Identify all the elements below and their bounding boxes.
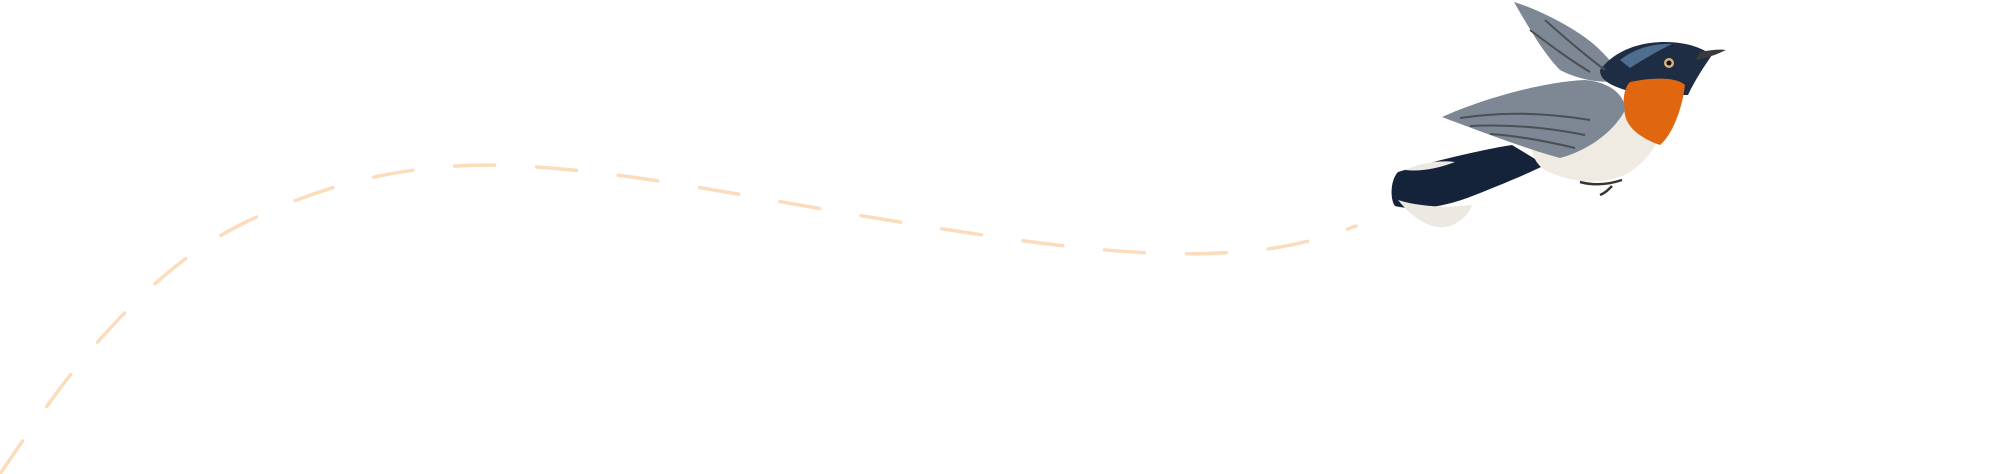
bird-feet [1579, 178, 1623, 197]
bird-head-highlight [1620, 43, 1672, 68]
bird-tail [1391, 145, 1545, 209]
bird-pupil [1666, 60, 1672, 66]
bird-tail-tip-upper [1405, 161, 1455, 171]
bird-illustration [1391, 2, 1726, 228]
dashed-flight-path [0, 163, 1358, 474]
bird-beak [1696, 49, 1726, 60]
wing-feather-lines [1459, 19, 1606, 149]
bird-throat [1623, 78, 1685, 145]
bird-tail-tip [1398, 200, 1472, 228]
bird-lower-wing [1442, 80, 1625, 158]
